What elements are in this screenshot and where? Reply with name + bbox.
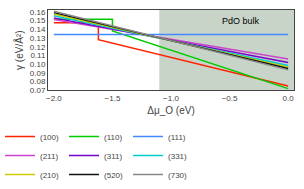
svg-text:(311): (311) — [104, 152, 122, 161]
svg-text:(331): (331) — [168, 152, 187, 161]
svg-text:(210): (210) — [40, 171, 59, 180]
svg-text:γ (eV/Å²): γ (eV/Å²) — [13, 30, 25, 69]
svg-text:0.07: 0.07 — [30, 86, 46, 95]
svg-text:0.08: 0.08 — [30, 77, 46, 86]
svg-text:−1.5: −1.5 — [105, 94, 121, 103]
svg-text:(520): (520) — [104, 171, 123, 180]
svg-text:(110): (110) — [104, 133, 122, 142]
svg-text:0.12: 0.12 — [30, 43, 46, 52]
svg-text:0.15: 0.15 — [30, 16, 46, 25]
svg-text:−0.5: −0.5 — [222, 94, 238, 103]
svg-text:PdO bulk: PdO bulk — [222, 16, 260, 26]
svg-text:0.13: 0.13 — [30, 34, 46, 43]
svg-text:(111): (111) — [168, 133, 186, 142]
svg-text:0.10: 0.10 — [30, 60, 46, 69]
svg-text:0.09: 0.09 — [30, 69, 46, 78]
svg-text:−2.0: −2.0 — [46, 94, 62, 103]
svg-text:−1.0: −1.0 — [163, 94, 179, 103]
svg-text:0.14: 0.14 — [30, 25, 46, 34]
svg-text:(730): (730) — [168, 171, 187, 180]
svg-text:0.16: 0.16 — [30, 8, 46, 17]
svg-text:(211): (211) — [40, 152, 58, 161]
svg-text:(100): (100) — [40, 133, 59, 142]
svg-text:Δμ_O (eV): Δμ_O (eV) — [147, 105, 194, 116]
svg-text:0.11: 0.11 — [30, 51, 46, 60]
svg-text:0.0: 0.0 — [283, 94, 295, 103]
